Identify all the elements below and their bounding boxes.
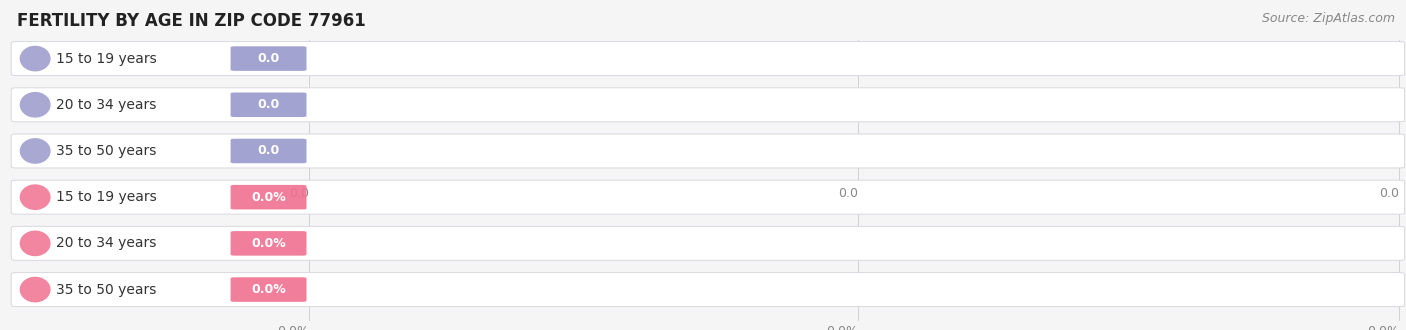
Ellipse shape (20, 92, 51, 117)
Text: 0.0: 0.0 (838, 186, 858, 200)
Ellipse shape (20, 46, 51, 71)
FancyBboxPatch shape (11, 273, 1405, 307)
Text: FERTILITY BY AGE IN ZIP CODE 77961: FERTILITY BY AGE IN ZIP CODE 77961 (17, 12, 366, 30)
Text: 0.0%: 0.0% (252, 237, 285, 250)
Text: 15 to 19 years: 15 to 19 years (56, 190, 157, 204)
Ellipse shape (20, 277, 51, 302)
FancyBboxPatch shape (11, 88, 1405, 122)
Text: 15 to 19 years: 15 to 19 years (56, 51, 157, 66)
Text: 35 to 50 years: 35 to 50 years (56, 282, 156, 297)
Text: 0.0: 0.0 (257, 52, 280, 65)
Text: 0.0%: 0.0% (825, 325, 858, 330)
Text: 0.0%: 0.0% (252, 191, 285, 204)
Text: 0.0%: 0.0% (277, 325, 309, 330)
Text: 0.0: 0.0 (290, 186, 309, 200)
Text: 0.0: 0.0 (257, 98, 280, 111)
FancyBboxPatch shape (11, 180, 1405, 214)
FancyBboxPatch shape (231, 92, 307, 117)
FancyBboxPatch shape (231, 46, 307, 71)
Text: Source: ZipAtlas.com: Source: ZipAtlas.com (1261, 12, 1395, 24)
FancyBboxPatch shape (11, 42, 1405, 76)
FancyBboxPatch shape (11, 226, 1405, 260)
Text: 0.0%: 0.0% (1367, 325, 1399, 330)
Text: 20 to 34 years: 20 to 34 years (56, 98, 156, 112)
Ellipse shape (20, 138, 51, 164)
Text: 0.0: 0.0 (1379, 186, 1399, 200)
Text: 0.0%: 0.0% (252, 283, 285, 296)
FancyBboxPatch shape (231, 185, 307, 210)
Ellipse shape (20, 184, 51, 210)
FancyBboxPatch shape (231, 139, 307, 163)
Text: 0.0: 0.0 (257, 145, 280, 157)
Text: 35 to 50 years: 35 to 50 years (56, 144, 156, 158)
Text: 20 to 34 years: 20 to 34 years (56, 236, 156, 250)
FancyBboxPatch shape (231, 277, 307, 302)
FancyBboxPatch shape (231, 231, 307, 256)
FancyBboxPatch shape (11, 134, 1405, 168)
Ellipse shape (20, 231, 51, 256)
